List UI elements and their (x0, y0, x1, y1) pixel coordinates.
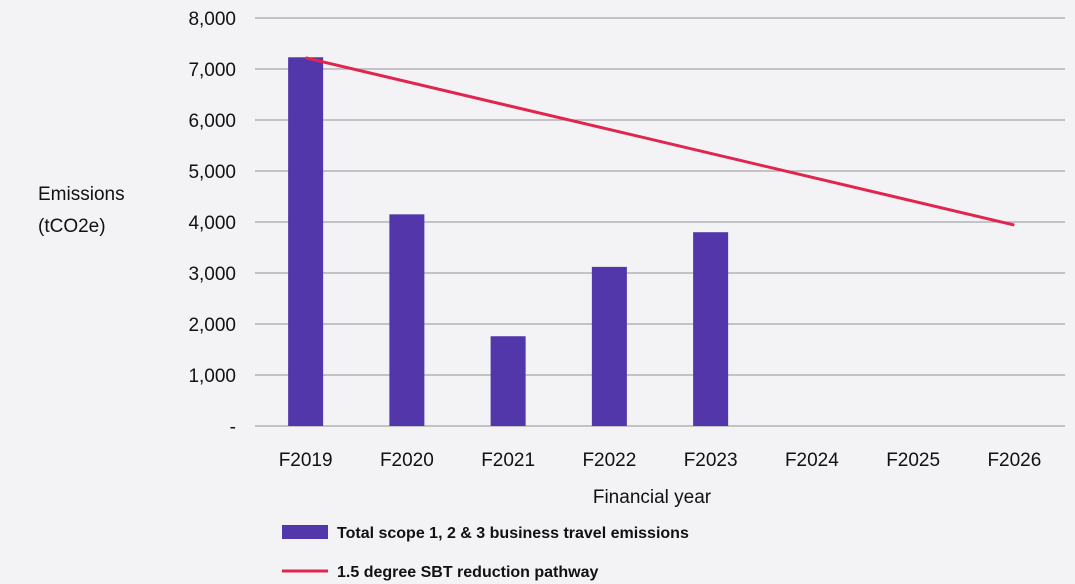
y-axis-ticks: - 1,000 2,000 3,000 4,000 5,000 6,000 7,000 8,00… (188, 9, 236, 438)
x-tick-label: F2022 (582, 450, 636, 471)
pathway-line (305, 56, 1015, 227)
bar-f2021 (490, 336, 526, 426)
y-tick-label: 5,000 (188, 162, 236, 183)
legend-label-line: 1.5 degree SBT reduction pathway (337, 564, 599, 581)
x-tick-label: F2024 (785, 450, 839, 471)
y-tick-label: 8,000 (188, 9, 236, 30)
x-tick-label: F2026 (987, 450, 1041, 471)
y-axis-title-line-1: Emissions (38, 184, 125, 205)
legend-label-bars: Total scope 1, 2 & 3 business travel emi… (337, 525, 689, 542)
y-tick-label: 7,000 (188, 60, 236, 81)
y-tick-label: 4,000 (188, 213, 236, 234)
legend: Total scope 1, 2 & 3 business travel emi… (282, 525, 689, 581)
x-tick-label: F2019 (279, 450, 333, 471)
y-tick-label: 6,000 (188, 111, 236, 132)
y-tick-label: 3,000 (188, 264, 236, 285)
y-tick-label: 1,000 (188, 366, 236, 387)
bar-f2020 (389, 214, 425, 426)
legend-swatch-bar (282, 525, 328, 539)
bars (288, 57, 729, 427)
y-tick-label: - (230, 417, 236, 438)
x-tick-label: F2020 (380, 450, 434, 471)
gridlines (255, 17, 1065, 427)
bar-f2022 (591, 266, 627, 426)
x-tick-label: F2023 (684, 450, 738, 471)
bar-f2019 (288, 57, 324, 427)
x-axis-title: Financial year (593, 487, 712, 508)
y-axis-title-line-2: (tCO2e) (38, 216, 106, 237)
sbt-pathway-line (305, 56, 1015, 227)
x-axis-ticks: F2019 F2020 F2021 F2022 F2023 F2024 F2025 F2026 (279, 450, 1042, 471)
y-tick-label: 2,000 (188, 315, 236, 336)
x-tick-label: F2025 (886, 450, 940, 471)
x-tick-label: F2021 (481, 450, 535, 471)
bar-f2023 (693, 232, 729, 426)
